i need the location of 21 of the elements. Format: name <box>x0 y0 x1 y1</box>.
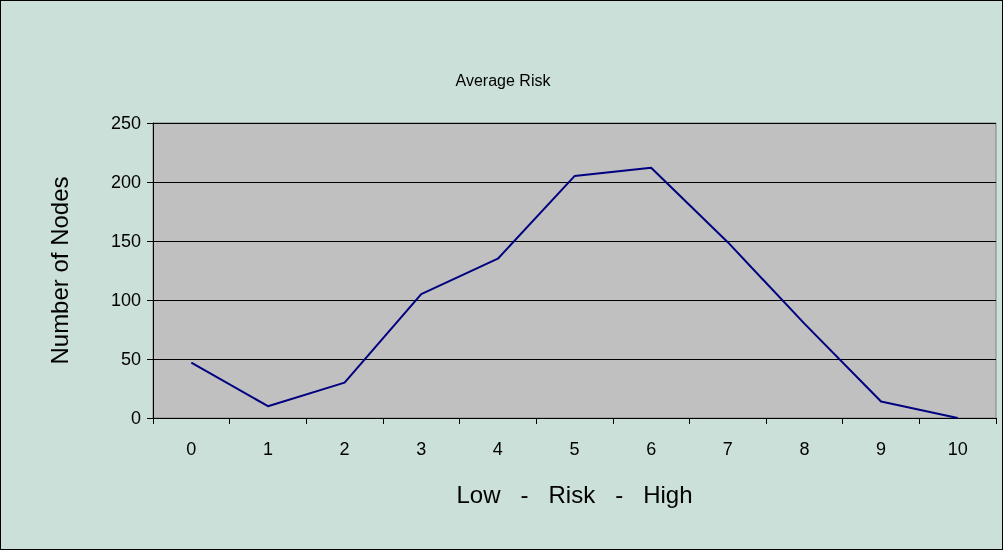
x-tick-label: 8 <box>799 439 810 459</box>
y-tick-label: 100 <box>110 290 141 310</box>
y-tick-label: 0 <box>130 408 141 428</box>
y-tick-label: 250 <box>110 113 141 133</box>
x-tick-label: 10 <box>947 439 968 459</box>
y-tick-label: 50 <box>120 349 141 369</box>
x-tick-label: 2 <box>339 439 350 459</box>
x-tick-label: 7 <box>722 439 733 459</box>
x-tick-label: 4 <box>492 439 503 459</box>
line-series <box>190 166 959 419</box>
y-tick-label: 200 <box>110 172 141 192</box>
x-tick-label: 1 <box>262 439 273 459</box>
x-tick-label: 0 <box>186 439 197 459</box>
y-tick-label: 150 <box>110 231 141 251</box>
x-tick-label: 5 <box>569 439 580 459</box>
chart-title: Average Risk <box>455 71 552 89</box>
x-tick-label: 9 <box>876 439 887 459</box>
x-axis-title: Low - Risk - High <box>456 480 693 508</box>
x-tick-label: 3 <box>416 439 427 459</box>
y-axis-title: Number of Nodes <box>45 176 73 365</box>
x-tick-label: 6 <box>646 439 657 459</box>
